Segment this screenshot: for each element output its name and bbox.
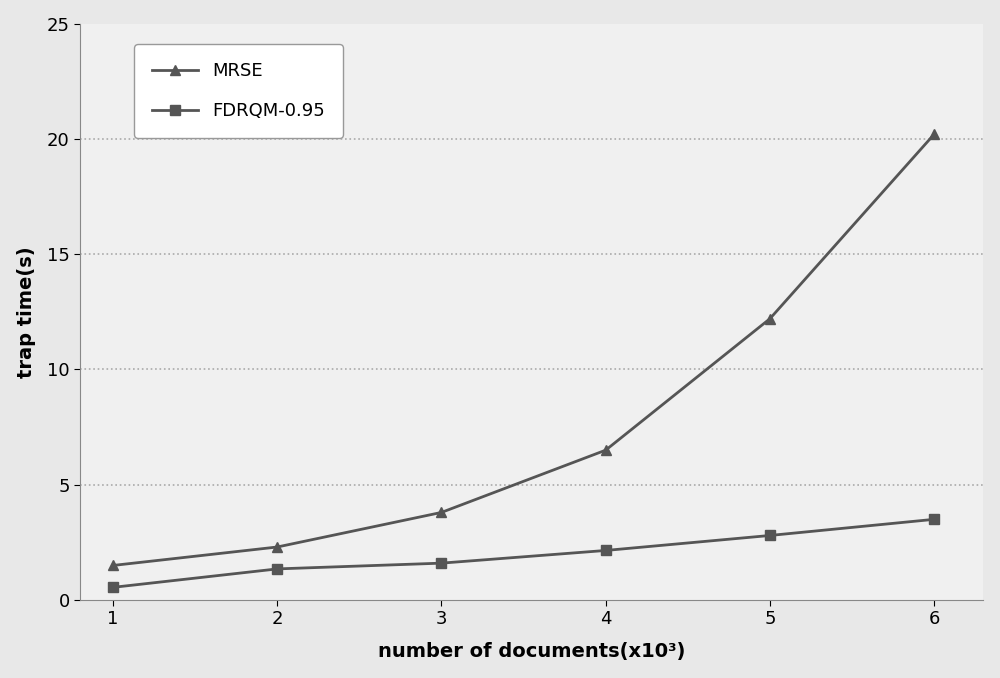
- MRSE: [107, 561, 119, 570]
- FDRQM-0.95: [600, 546, 612, 555]
- MRSE: [271, 543, 283, 551]
- MRSE: [928, 130, 940, 138]
- X-axis label: number of documents(x10³): number of documents(x10³): [378, 642, 685, 661]
- MRSE: [435, 508, 447, 517]
- FDRQM-0.95: [271, 565, 283, 573]
- FDRQM-0.95: [107, 583, 119, 591]
- FDRQM-0.95: [928, 515, 940, 523]
- MRSE: [764, 315, 776, 323]
- FDRQM-0.95: [435, 559, 447, 567]
- FDRQM-0.95: [764, 532, 776, 540]
- Y-axis label: trap time(s): trap time(s): [17, 246, 36, 378]
- Line: FDRQM-0.95: FDRQM-0.95: [108, 515, 939, 592]
- Legend: MRSE, FDRQM-0.95: MRSE, FDRQM-0.95: [134, 44, 343, 138]
- MRSE: [600, 446, 612, 454]
- Line: MRSE: MRSE: [108, 129, 939, 570]
